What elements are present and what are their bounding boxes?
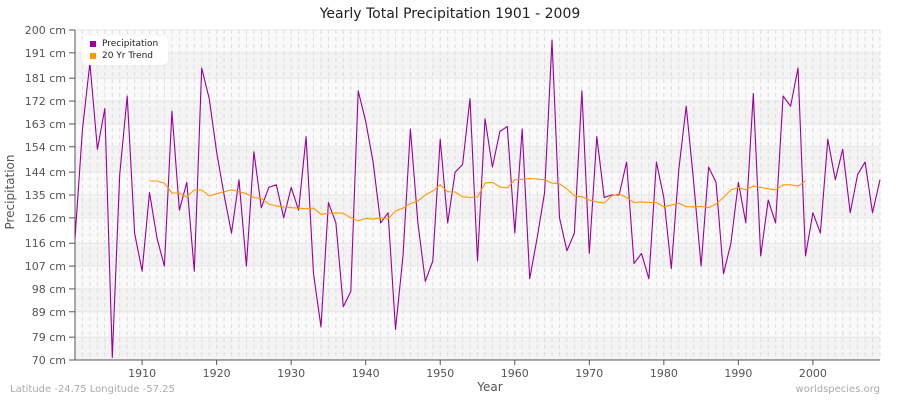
svg-text:126 cm: 126 cm (25, 212, 66, 225)
svg-text:89 cm: 89 cm (32, 306, 66, 319)
svg-text:116 cm: 116 cm (25, 237, 66, 250)
svg-text:2000: 2000 (799, 367, 827, 380)
svg-text:1980: 1980 (650, 367, 678, 380)
legend-item-precipitation: Precipitation (90, 38, 158, 50)
trend-swatch-icon (90, 53, 96, 59)
svg-text:1940: 1940 (352, 367, 380, 380)
svg-text:172 cm: 172 cm (25, 95, 66, 108)
svg-text:191 cm: 191 cm (25, 47, 66, 60)
precipitation-swatch-icon (90, 41, 96, 47)
svg-text:163 cm: 163 cm (25, 118, 66, 131)
svg-text:107 cm: 107 cm (25, 260, 66, 273)
svg-text:154 cm: 154 cm (25, 141, 66, 154)
svg-text:1930: 1930 (277, 367, 305, 380)
legend-label: Precipitation (102, 39, 159, 49)
svg-text:79 cm: 79 cm (32, 331, 66, 344)
svg-text:135 cm: 135 cm (25, 189, 66, 202)
svg-text:200 cm: 200 cm (25, 24, 66, 37)
svg-text:98 cm: 98 cm (32, 283, 66, 296)
svg-text:181 cm: 181 cm (25, 72, 66, 85)
svg-text:1920: 1920 (203, 367, 231, 380)
svg-text:1950: 1950 (426, 367, 454, 380)
legend-item-trend: 20 Yr Trend (90, 50, 158, 62)
legend-label: 20 Yr Trend (102, 51, 154, 61)
svg-text:144 cm: 144 cm (25, 166, 66, 179)
legend: Precipitation 20 Yr Trend (82, 36, 169, 65)
chart-title: Yearly Total Precipitation 1901 - 2009 (319, 6, 581, 22)
svg-text:1960: 1960 (501, 367, 529, 380)
svg-text:1970: 1970 (575, 367, 603, 380)
svg-text:1990: 1990 (724, 367, 752, 380)
svg-text:1910: 1910 (128, 367, 156, 380)
x-axis-label: Year (477, 380, 503, 394)
source-link[interactable]: worldspecies.org (795, 384, 880, 395)
coordinates-label: Latitude -24.75 Longitude -57.25 (10, 384, 175, 395)
svg-text:70 cm: 70 cm (32, 354, 66, 367)
